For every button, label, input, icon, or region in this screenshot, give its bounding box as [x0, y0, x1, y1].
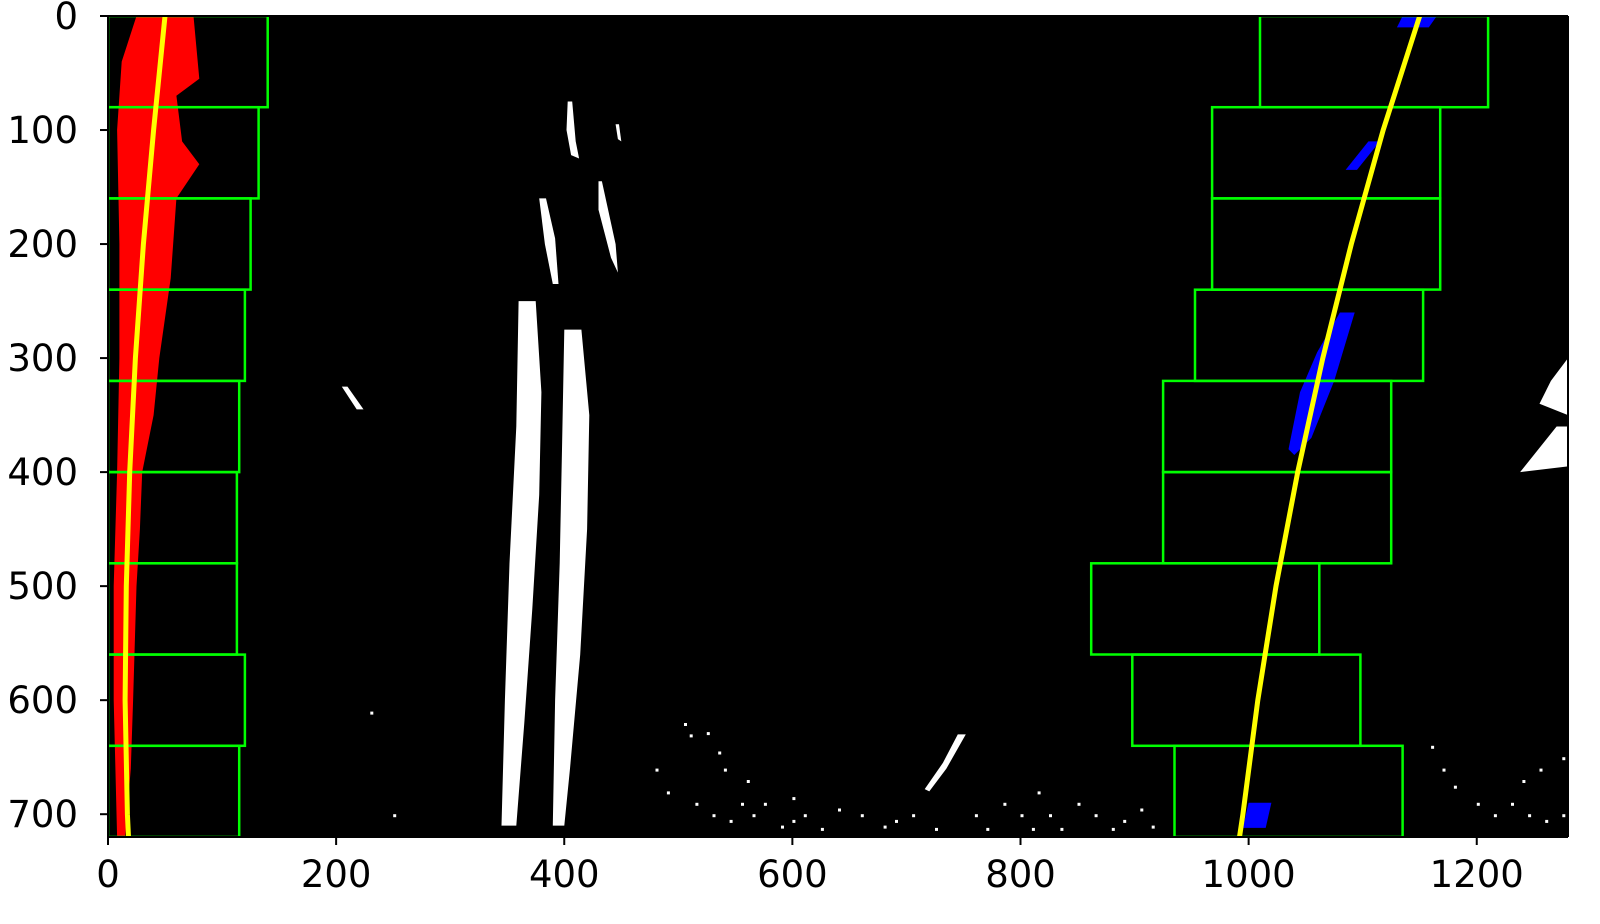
- road-speckle-30: [1060, 827, 1064, 831]
- road-speckle-6: [718, 751, 722, 755]
- x-tick-label-5: 1000: [1202, 853, 1296, 896]
- y-tick-label-7: 700: [7, 793, 78, 836]
- y-tick-label-4: 400: [7, 451, 78, 494]
- road-speckle-47: [1511, 802, 1514, 806]
- road-speckle-26: [1020, 814, 1024, 818]
- road-speckle-25: [1003, 802, 1007, 806]
- right-lane-blob-3: [1242, 802, 1272, 828]
- right-lane-blob-2: [1288, 312, 1355, 455]
- road-speckle-11: [741, 802, 744, 806]
- road-speckle-34: [1123, 819, 1127, 823]
- y-tick-label-5: 500: [7, 565, 78, 608]
- road-speckle-18: [860, 814, 864, 818]
- road-marking-0: [501, 301, 542, 826]
- road-speckle-50: [1562, 814, 1566, 818]
- y-tick-label-6: 600: [7, 679, 78, 722]
- road-speckle-46: [1493, 814, 1497, 818]
- road-marking-5: [615, 124, 622, 142]
- x-tick-label-0: 0: [96, 853, 120, 896]
- road-speckle-14: [792, 797, 796, 801]
- road-speckle-0: [370, 711, 374, 715]
- road-marking-8: [924, 734, 966, 792]
- y-tick-label-0: 0: [54, 0, 78, 38]
- road-pixels: [341, 101, 1568, 831]
- road-speckle-17: [838, 808, 841, 812]
- road-marking-7: [1520, 426, 1568, 473]
- left-fit-line: [122, 16, 168, 837]
- right-lane-blob-1: [1345, 141, 1380, 170]
- x-tick-label-3: 600: [757, 853, 828, 896]
- road-speckle-33: [1111, 827, 1115, 831]
- right-lane-pixels: [1242, 16, 1437, 828]
- road-speckle-28: [1037, 791, 1041, 795]
- road-speckle-31: [1077, 802, 1081, 806]
- x-axis-ticks: 0 200 400 600 800 1000 1200: [96, 837, 1524, 896]
- road-speckle-32: [1094, 814, 1098, 818]
- road-speckle-38: [723, 768, 727, 772]
- road-speckle-44: [1453, 785, 1457, 789]
- y-axis-ticks: 0 100 200 300 400 500 600 700: [7, 0, 108, 836]
- image-background: [108, 16, 1568, 837]
- road-speckle-53: [1522, 780, 1526, 783]
- left-lane-pixels: [113, 16, 200, 837]
- road-speckle-22: [935, 827, 938, 831]
- road-speckle-48: [1528, 814, 1532, 818]
- road-speckle-19: [883, 825, 887, 829]
- lane-fit-lines: [122, 16, 1423, 837]
- road-speckle-29: [1049, 814, 1052, 818]
- y-tick-label-2: 200: [7, 223, 78, 266]
- road-marking-2: [566, 101, 580, 159]
- road-speckle-16: [820, 827, 824, 831]
- road-marking-4: [598, 181, 618, 273]
- road-speckle-39: [746, 780, 750, 783]
- x-tick-label-6: 1200: [1430, 853, 1524, 896]
- left-lane-region: [113, 16, 200, 837]
- road-marking-1: [552, 329, 590, 826]
- road-speckle-21: [912, 814, 916, 818]
- road-speckle-13: [781, 825, 784, 829]
- road-speckle-35: [1140, 808, 1144, 812]
- road-speckle-1: [393, 814, 397, 818]
- road-speckle-23: [974, 814, 978, 818]
- road-speckle-15: [803, 814, 807, 818]
- x-tick-label-2: 400: [529, 853, 600, 896]
- plot-area: [108, 16, 1568, 837]
- road-marking-6: [1539, 358, 1568, 416]
- road-speckle-9: [712, 814, 716, 818]
- x-tick-label-1: 200: [301, 853, 372, 896]
- road-speckle-42: [1431, 745, 1435, 749]
- sliding-windows: [108, 16, 1490, 837]
- road-speckle-41: [792, 819, 796, 823]
- road-marking-3: [539, 198, 559, 284]
- road-speckle-40: [763, 802, 767, 806]
- y-tick-label-3: 300: [7, 337, 78, 380]
- y-tick-label-1: 100: [7, 109, 78, 152]
- road-speckle-5: [706, 732, 710, 736]
- road-speckle-36: [1151, 825, 1155, 829]
- road-speckle-51: [1562, 757, 1566, 761]
- road-marking-9: [341, 386, 364, 410]
- road-speckle-3: [684, 723, 687, 726]
- road-speckle-4: [689, 734, 693, 738]
- road-speckle-52: [1539, 768, 1543, 772]
- road-speckle-49: [1545, 819, 1549, 823]
- road-speckle-12: [752, 814, 756, 818]
- road-speckle-24: [986, 827, 990, 831]
- road-speckle-10: [729, 819, 733, 823]
- road-speckle-43: [1442, 768, 1446, 772]
- road-speckle-7: [666, 791, 670, 795]
- right-fit-line: [1237, 16, 1423, 837]
- road-speckle-8: [695, 802, 699, 806]
- x-tick-label-4: 800: [985, 853, 1056, 896]
- road-speckle-27: [1031, 827, 1035, 831]
- road-speckle-45: [1476, 802, 1480, 806]
- road-speckle-2: [655, 768, 659, 772]
- road-speckle-20: [895, 819, 898, 823]
